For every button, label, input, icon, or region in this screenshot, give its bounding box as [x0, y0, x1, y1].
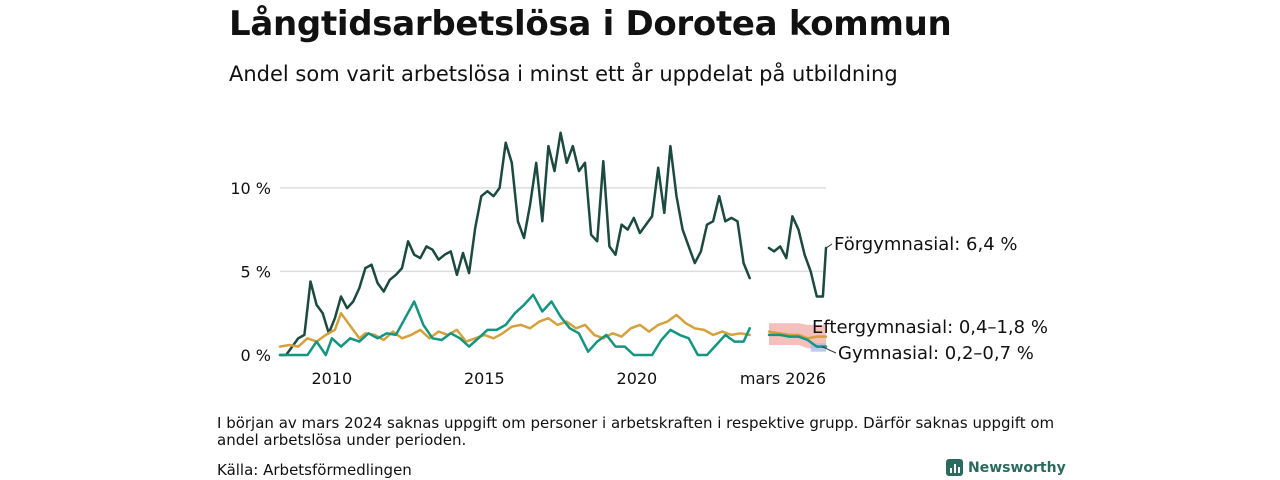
- series-label: Förgymnasial: 6,4 %: [834, 234, 1018, 255]
- chart-subtitle: Andel som varit arbetslösa i minst ett å…: [229, 62, 898, 86]
- x-tick-label: 2010: [311, 369, 352, 388]
- x-tick-label: 2020: [617, 369, 658, 388]
- grid-layer: [280, 187, 826, 273]
- series-layer: [278, 131, 828, 357]
- y-tick-label: 10 %: [230, 179, 271, 198]
- series-label: Eftergymnasial: 0,4–1,8 %: [812, 317, 1048, 338]
- label-layer: Förgymnasial: 6,4 % Eftergymnasial: 0,4–1…: [812, 234, 1048, 364]
- y-tick-label: 5 %: [241, 262, 271, 281]
- axis-layer: 0 % 5 % 10 % 2010 2015 2020 mars 2026: [230, 179, 826, 388]
- series-line: [278, 293, 828, 357]
- y-tick-label: 0 %: [241, 346, 271, 365]
- label-leader: [825, 243, 833, 249]
- label-leader: [821, 346, 837, 354]
- series-label: Gymnasial: 0,2–0,7 %: [838, 343, 1034, 364]
- x-tick-label: 2015: [464, 369, 505, 388]
- chart-note: I början av mars 2024 saknas uppgift om …: [217, 414, 1055, 449]
- chart-source: Källa: Arbetsförmedlingen: [217, 461, 412, 479]
- chart-title: Långtidsarbetslösa i Dorotea kommun: [229, 4, 952, 44]
- series-line: [278, 311, 828, 348]
- newsworthy-icon: [946, 459, 963, 476]
- brand-logo[interactable]: Newsworthy: [946, 459, 1066, 476]
- x-tick-label: mars 2026: [740, 369, 826, 388]
- series-line: [278, 131, 828, 357]
- brand-name: Newsworthy: [968, 459, 1066, 476]
